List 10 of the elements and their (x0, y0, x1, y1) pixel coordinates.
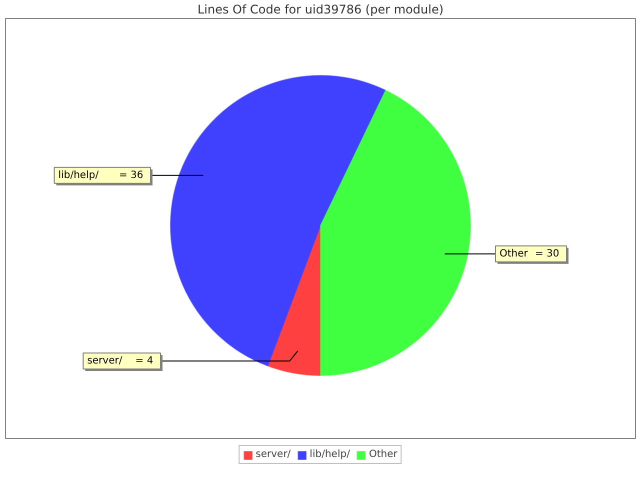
category-label: server/ (87, 355, 122, 366)
data-label: = 36 (119, 170, 144, 181)
legend-label: server/ (256, 449, 291, 460)
slice-label: lib/help/ (58, 170, 100, 181)
legend-label: Other (368, 449, 398, 460)
slice-label: Other (500, 248, 529, 260)
chart-title: Lines Of Code for uid39786 (per module) (197, 2, 444, 16)
data-label: = 4 (135, 355, 154, 366)
legend-label: lib/help/ (310, 449, 350, 460)
data-label: = 30 (535, 248, 560, 260)
